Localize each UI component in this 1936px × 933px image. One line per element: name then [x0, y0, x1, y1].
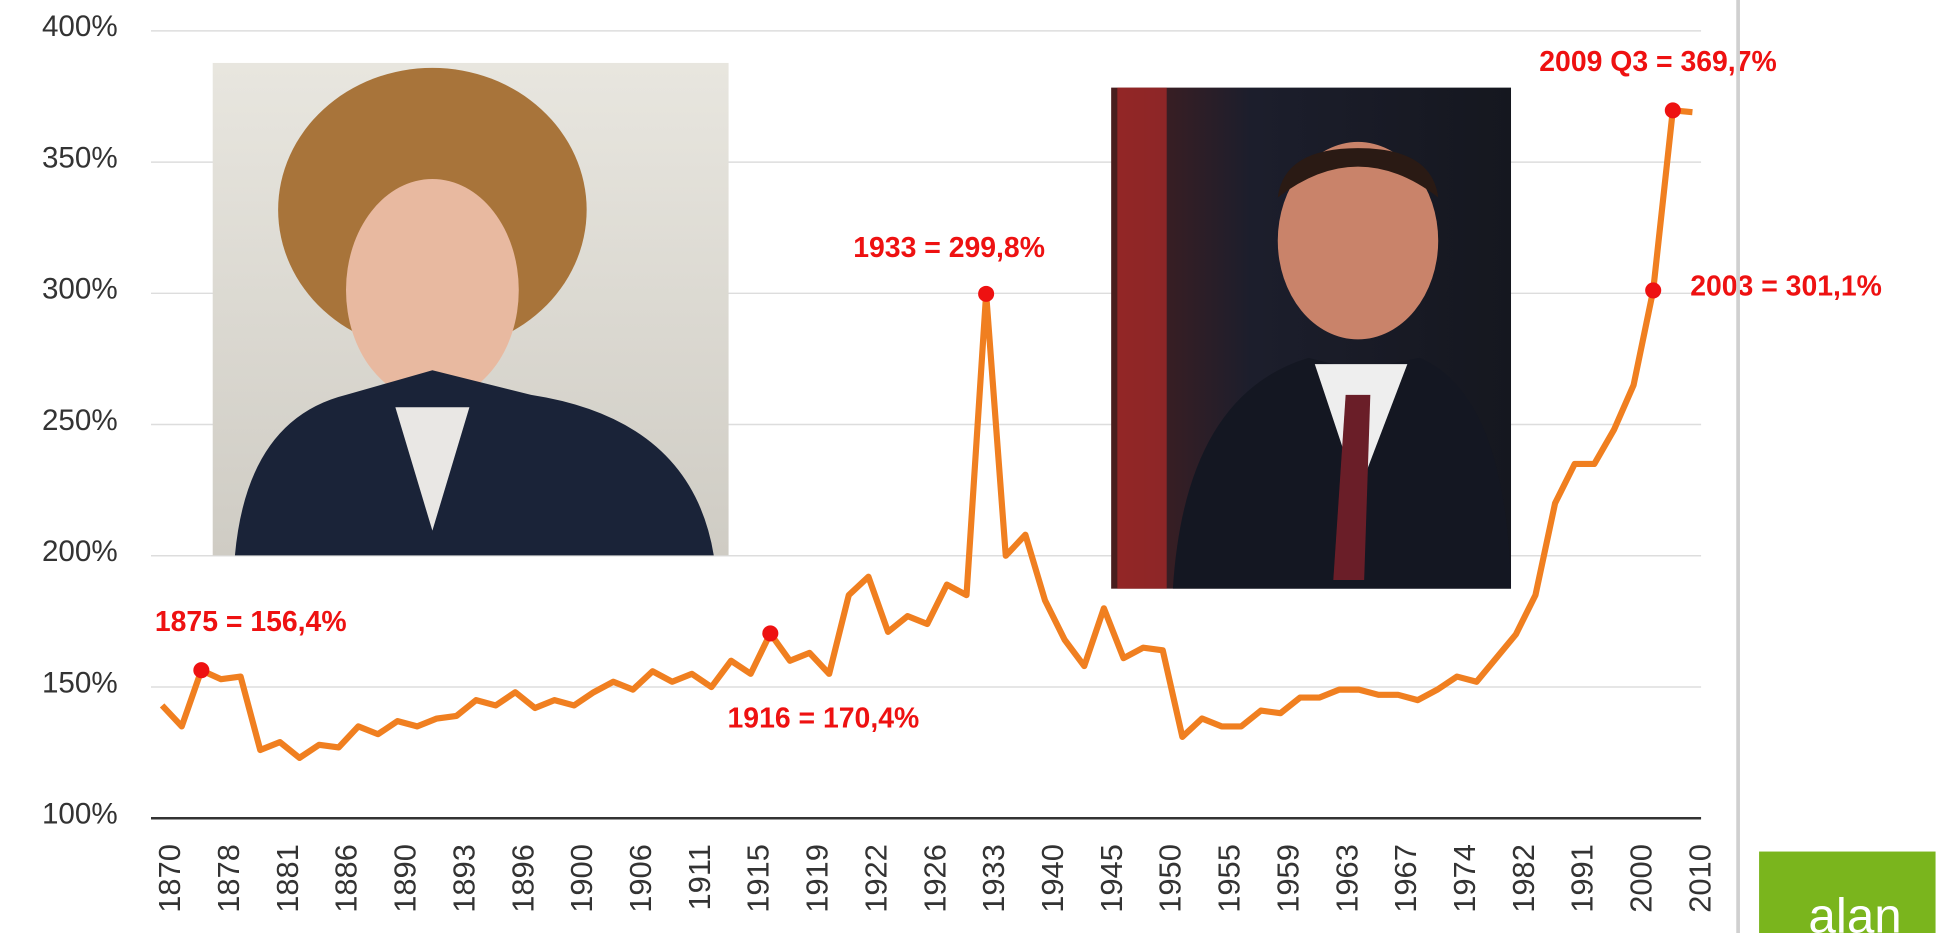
- x-tick-label: 1963: [1329, 844, 1364, 913]
- y-tick-label: 100%: [42, 798, 118, 831]
- x-tick-label: 2010: [1682, 844, 1717, 913]
- x-tick-label: 1886: [329, 844, 364, 913]
- x-tick-label: 1870: [152, 844, 187, 913]
- y-tick-label: 400%: [42, 10, 118, 43]
- y-tick-label: 350%: [42, 141, 118, 174]
- x-tick-label: 1890: [388, 844, 423, 913]
- annotation-label: 1933 = 299,8%: [853, 232, 1045, 264]
- annotation-label: 1875 = 156,4%: [155, 606, 347, 638]
- photo-right: [1111, 88, 1511, 589]
- brand: alan: [1808, 888, 1901, 933]
- x-tick-label: 1911: [682, 844, 717, 910]
- x-tick-label: 1950: [1153, 844, 1188, 913]
- x-tick-label: 1878: [211, 844, 246, 913]
- x-tick-label: 1959: [1270, 844, 1305, 913]
- annotation-label: 2009 Q3 = 369,7%: [1539, 46, 1776, 78]
- annotation-label: 2003 = 301,1%: [1690, 270, 1882, 302]
- annotation-point: [193, 662, 209, 678]
- annotation-point: [1645, 282, 1661, 298]
- x-tick-label: 1955: [1212, 844, 1247, 913]
- x-tick-label: 1896: [505, 844, 540, 913]
- x-tick-label: 1893: [446, 844, 481, 913]
- annotation-point: [762, 625, 778, 641]
- x-tick-label: 1906: [623, 844, 658, 913]
- x-tick-label: 1933: [976, 844, 1011, 913]
- chart: 100% 150% 200% 250% 300% 350% 400% 1870 1878 1881…: [0, 0, 1936, 933]
- annotation-point: [978, 286, 994, 302]
- x-tick-label: 1922: [858, 844, 893, 913]
- x-tick-label: 1881: [270, 844, 305, 913]
- annotation-label: 1916 = 170,4%: [728, 702, 920, 734]
- x-tick-label: 1940: [1035, 844, 1070, 913]
- y-tick-label: 250%: [42, 404, 118, 437]
- x-tick-label: 1974: [1447, 844, 1482, 913]
- y-tick-label: 150%: [42, 666, 118, 699]
- x-tick-label: 1945: [1094, 844, 1129, 913]
- x-tick-label: 1926: [917, 844, 952, 913]
- x-tick-label: 1982: [1506, 844, 1541, 913]
- x-tick-label: 1915: [741, 844, 776, 913]
- photo-left: [213, 63, 729, 555]
- x-tick-label: 1900: [564, 844, 599, 913]
- x-tick-label: 2000: [1624, 844, 1659, 913]
- y-tick-label: 300%: [42, 273, 118, 306]
- annotation-point: [1665, 102, 1681, 118]
- x-tick-label: 1967: [1388, 844, 1423, 913]
- x-tick-label: 1991: [1565, 844, 1600, 913]
- x-tick-label: 1919: [800, 844, 835, 913]
- y-tick-label: 200%: [42, 535, 118, 568]
